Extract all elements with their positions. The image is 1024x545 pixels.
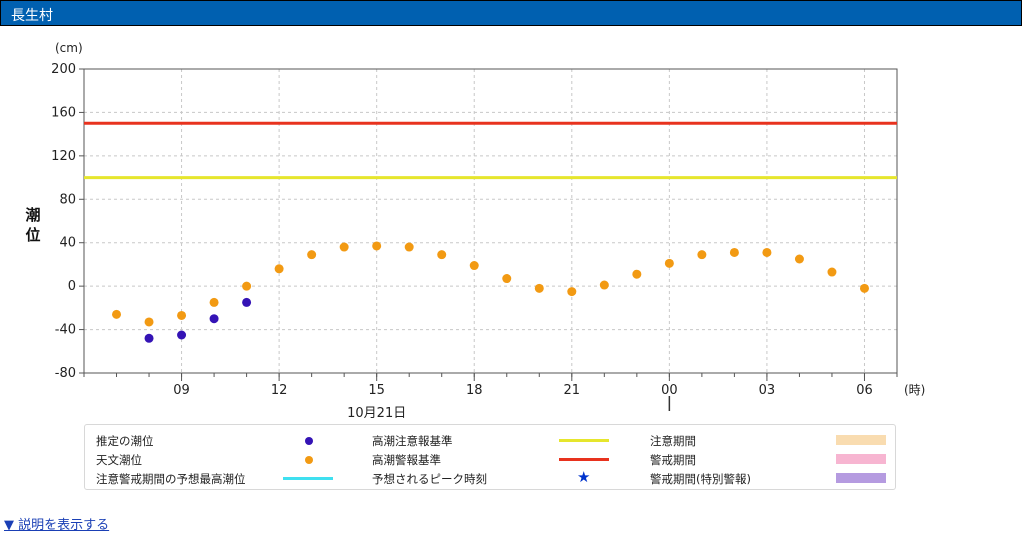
- legend-swatch-warning-period: [836, 454, 886, 464]
- show-explanation-link[interactable]: ▼ 説明を表示する: [4, 518, 110, 533]
- x-tick-label: 09: [173, 383, 190, 398]
- legend-label-warning-period: 警戒期間: [650, 453, 696, 467]
- x-tick-label: 18: [466, 383, 483, 398]
- data-point: [697, 250, 707, 260]
- y-axis-title-char: 位: [25, 226, 40, 244]
- y-tick-label: 40: [59, 236, 76, 251]
- legend-swatch-astronomical: [305, 456, 313, 464]
- data-point: [794, 254, 804, 264]
- y-axis-title-char: 潮: [25, 206, 40, 224]
- x-tick-label: 06: [856, 383, 873, 398]
- data-point: [274, 264, 284, 274]
- data-point: [859, 283, 869, 293]
- data-point: [177, 310, 187, 320]
- legend-label-warning-threshold: 高潮警報基準: [372, 453, 441, 467]
- legend-label-forecast-max: 注意警戒期間の予想最高潮位: [96, 472, 246, 486]
- plot-frame: [83, 68, 898, 374]
- data-point: [404, 242, 414, 252]
- legend-swatch-estimated: [305, 437, 313, 445]
- data-point: [177, 330, 187, 340]
- y-tick-label: -80: [55, 366, 76, 381]
- data-point: [339, 242, 349, 252]
- y-unit-label: (cm): [55, 41, 83, 55]
- y-tick-label: 160: [51, 105, 76, 120]
- data-point: [209, 297, 219, 307]
- x-tick-label: 03: [759, 383, 776, 398]
- data-point: [762, 247, 772, 257]
- data-point: [209, 314, 219, 324]
- legend-label-advisory-threshold: 高潮注意報基準: [372, 434, 453, 448]
- x-tick-label: 21: [564, 383, 581, 398]
- star-icon: ★: [577, 468, 591, 486]
- legend-label-special-warning-period: 警戒期間(特別警報): [650, 472, 751, 486]
- location-title: 長生村: [11, 8, 53, 24]
- data-point: [599, 280, 609, 290]
- legend-swatch-warning-threshold: [559, 458, 609, 461]
- data-point: [242, 281, 252, 291]
- chart-legend: 推定の潮位 高潮注意報基準 注意期間 天文潮位 高潮警報基準 警戒期間 注意警戒…: [84, 424, 896, 490]
- legend-swatch-advisory-threshold: [559, 439, 609, 442]
- location-header: 長生村: [0, 0, 1022, 26]
- legend-swatch-forecast-max: [283, 477, 333, 480]
- y-tick-label: 200: [51, 62, 76, 77]
- y-tick-label: 120: [51, 149, 76, 164]
- y-tick-label: -40: [55, 323, 76, 338]
- data-point: [144, 317, 154, 327]
- data-point: [632, 269, 642, 279]
- data-point: [307, 250, 317, 260]
- y-tick-label: 80: [59, 192, 76, 207]
- legend-swatch-advisory-period: [836, 435, 886, 445]
- data-point: [534, 283, 544, 293]
- data-point: [242, 297, 252, 307]
- legend-label-advisory-period: 注意期間: [650, 434, 696, 448]
- x-tick-label: 15: [368, 383, 385, 398]
- data-point: [469, 261, 479, 271]
- legend-label-peak-time: 予想されるピーク時刻: [372, 472, 487, 486]
- legend-label-astronomical: 天文潮位: [96, 453, 142, 467]
- data-point: [502, 274, 512, 284]
- y-tick-label: 0: [68, 279, 76, 294]
- x-unit-label: (時): [904, 383, 925, 397]
- data-point: [372, 241, 382, 251]
- x-tick-label: 00: [661, 383, 678, 398]
- legend-label-estimated: 推定の潮位: [96, 434, 154, 448]
- data-point: [567, 287, 577, 297]
- data-point: [437, 250, 447, 260]
- legend-swatch-special-warning-period: [836, 473, 886, 483]
- data-point: [827, 267, 837, 277]
- data-point: [729, 247, 739, 257]
- data-point: [144, 333, 154, 343]
- tide-chart: -80 -40 0 40 80 120 160 200 09 12 15 18 21 00 03 06 (時) 1…: [25, 41, 925, 421]
- date-label: 10月21日: [347, 406, 406, 421]
- data-point: [112, 309, 122, 319]
- x-tick-label: 12: [271, 383, 288, 398]
- data-point: [664, 258, 674, 268]
